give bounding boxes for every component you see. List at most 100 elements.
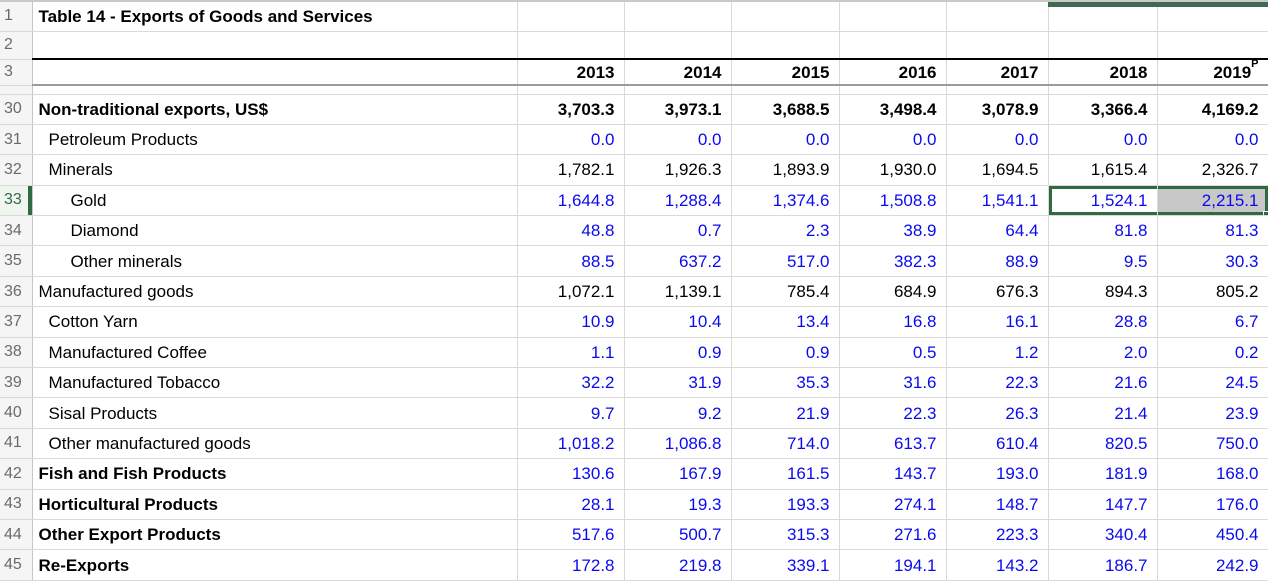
cell-2014-row44[interactable]: 500.7 [624,519,732,551]
cell-2019-row40[interactable]: 23.9 [1157,397,1268,429]
empty-cell[interactable] [624,31,732,60]
row-header-39[interactable]: 39 [0,367,33,399]
cell-2015-row37[interactable]: 13.4 [731,306,840,338]
cell-2014-row34[interactable]: 0.7 [624,215,732,247]
cell-label-row34[interactable]: Diamond [32,215,518,247]
cell-label-row38[interactable]: Manufactured Coffee [32,337,518,369]
column-header-2016[interactable]: 2016 [839,59,947,86]
row-header-33[interactable]: 33 [0,185,33,217]
cell-2013-row37[interactable]: 10.9 [517,306,625,338]
cell-2016-row42[interactable]: 143.7 [839,458,947,490]
cell-2015-row42[interactable]: 161.5 [731,458,840,490]
cell-label-row31[interactable]: Petroleum Products [32,124,518,156]
cell-2017-row40[interactable]: 26.3 [946,397,1049,429]
cell-2016-row43[interactable]: 274.1 [839,489,947,520]
cell-2019-row34[interactable]: 81.3 [1157,215,1268,247]
cell-2017-row38[interactable]: 1.2 [946,337,1049,369]
cell-2013-row32[interactable]: 1,782.1 [517,154,625,186]
cell-2014-row32[interactable]: 1,926.3 [624,154,732,186]
cell-2013-row45[interactable]: 172.8 [517,549,625,581]
cell-2017-row44[interactable]: 223.3 [946,519,1049,551]
empty-cell[interactable] [517,31,625,60]
cell-2014-row31[interactable]: 0.0 [624,124,732,156]
cell-2018-row45[interactable]: 186.7 [1048,549,1158,581]
cell-table-title[interactable]: Table 14 - Exports of Goods and Services [32,2,518,32]
cell-2014-row36[interactable]: 1,139.1 [624,276,732,308]
cell-2016-row31[interactable]: 0.0 [839,124,947,156]
cell-2016-row34[interactable]: 38.9 [839,215,947,247]
cell-2013-row40[interactable]: 9.7 [517,397,625,429]
cell-2018-row43[interactable]: 147.7 [1048,489,1158,520]
cell-2014-row39[interactable]: 31.9 [624,367,732,399]
empty-cell[interactable] [731,2,840,32]
row-header-31[interactable]: 31 [0,124,33,156]
cell-2015-row35[interactable]: 517.0 [731,245,840,277]
cell-2013-row36[interactable]: 1,072.1 [517,276,625,308]
cell-2019-row33[interactable]: 2,215.1 [1157,185,1268,217]
column-header-2013[interactable]: 2013 [517,59,625,86]
cell-2015-row43[interactable]: 193.3 [731,489,840,520]
cell-2019-row38[interactable]: 0.2 [1157,337,1268,369]
cell-2018-row37[interactable]: 28.8 [1048,306,1158,338]
row-header-36[interactable]: 36 [0,276,33,308]
empty-cell[interactable] [839,2,947,32]
cell-2017-row32[interactable]: 1,694.5 [946,154,1049,186]
cell-2016-row38[interactable]: 0.5 [839,337,947,369]
cell-2015-row44[interactable]: 315.3 [731,519,840,551]
cell-2018-row31[interactable]: 0.0 [1048,124,1158,156]
cell-2019-row44[interactable]: 450.4 [1157,519,1268,551]
empty-cell[interactable] [517,2,625,32]
empty-cell[interactable] [946,31,1049,60]
cell-2019-row43[interactable]: 176.0 [1157,489,1268,520]
cell-2019-row30[interactable]: 4,169.2 [1157,94,1268,125]
row-header-hidden[interactable] [0,85,33,95]
cell-2019-row31[interactable]: 0.0 [1157,124,1268,156]
cell-label-row43[interactable]: Horticultural Products [32,489,518,520]
empty-cell[interactable] [839,31,947,60]
column-header-2019[interactable]: 2019P [1157,59,1268,86]
cell-2018-row36[interactable]: 894.3 [1048,276,1158,308]
cell-2013-row42[interactable]: 130.6 [517,458,625,490]
cell-2017-row33[interactable]: 1,541.1 [946,185,1049,217]
row-header-44[interactable]: 44 [0,519,33,551]
cell-2018-row39[interactable]: 21.6 [1048,367,1158,399]
cell-2019-row37[interactable]: 6.7 [1157,306,1268,338]
cell-label-row36[interactable]: Manufactured goods [32,276,518,308]
empty-cell[interactable] [32,59,518,86]
empty-cell[interactable] [946,2,1049,32]
cell-2015-row38[interactable]: 0.9 [731,337,840,369]
cell-2017-row35[interactable]: 88.9 [946,245,1049,277]
row-header-45[interactable]: 45 [0,549,33,581]
cell-label-row45[interactable]: Re-Exports [32,549,518,581]
fill-handle[interactable] [1262,211,1267,215]
cell-2018-row34[interactable]: 81.8 [1048,215,1158,247]
cell-label-row32[interactable]: Minerals [32,154,518,186]
cell-2013-row38[interactable]: 1.1 [517,337,625,369]
cell-label-row41[interactable]: Other manufactured goods [32,428,518,460]
cell-2013-row35[interactable]: 88.5 [517,245,625,277]
row-header-3[interactable]: 3 [0,59,33,86]
row-header-38[interactable]: 38 [0,337,33,369]
cell-2014-row43[interactable]: 19.3 [624,489,732,520]
cell-2014-row33[interactable]: 1,288.4 [624,185,732,217]
cell-2014-row40[interactable]: 9.2 [624,397,732,429]
cell-2014-row41[interactable]: 1,086.8 [624,428,732,460]
cell-2017-row45[interactable]: 143.2 [946,549,1049,581]
cell-2015-row30[interactable]: 3,688.5 [731,94,840,125]
cell-2019-row45[interactable]: 242.9 [1157,549,1268,581]
row-header-34[interactable]: 34 [0,215,33,247]
cell-2015-row32[interactable]: 1,893.9 [731,154,840,186]
cell-2016-row40[interactable]: 22.3 [839,397,947,429]
cell-2016-row41[interactable]: 613.7 [839,428,947,460]
cell-2018-row32[interactable]: 1,615.4 [1048,154,1158,186]
cell-2018-row41[interactable]: 820.5 [1048,428,1158,460]
column-header-2014[interactable]: 2014 [624,59,732,86]
cell-label-row33[interactable]: Gold [32,185,518,217]
cell-2018-row40[interactable]: 21.4 [1048,397,1158,429]
cell-2014-row37[interactable]: 10.4 [624,306,732,338]
cell-2015-row33[interactable]: 1,374.6 [731,185,840,217]
cell-2013-row44[interactable]: 517.6 [517,519,625,551]
cell-2016-row45[interactable]: 194.1 [839,549,947,581]
cell-2017-row42[interactable]: 193.0 [946,458,1049,490]
cell-2019-row42[interactable]: 168.0 [1157,458,1268,490]
